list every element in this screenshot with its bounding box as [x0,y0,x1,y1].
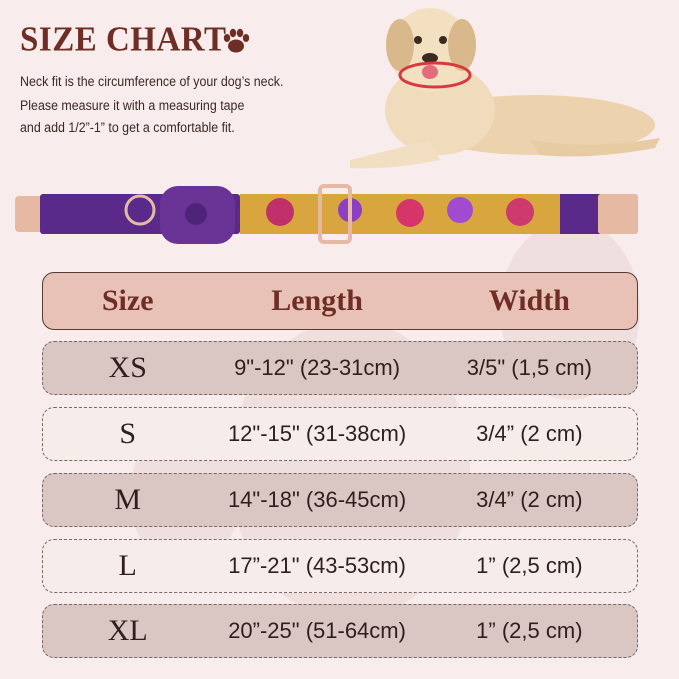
length-cell: 20”-25" (51-64cm) [228,618,406,643]
description-line: and add 1/2”-1” to get a comfortable fit… [20,120,235,135]
width-cell: 1” (2,5 cm) [476,553,583,578]
page-title: SIZE CHART [20,21,227,59]
length-cell: 12"-15" (31-38cm) [227,421,407,446]
description-line: Neck fit is the circumference of your do… [20,74,284,89]
size-cell: L [118,549,137,582]
width-cell: 3/4” (2 cm) [476,487,583,512]
column-header-size: Size [101,284,154,317]
width-cell: 1” (2,5 cm) [476,618,583,643]
size-cell: S [119,417,137,450]
length-cell: 9"-12" (23-31cm) [234,355,401,380]
column-header-length: Length [271,284,363,317]
column-header-width: Width [488,284,570,317]
width-cell: 3/4” (2 cm) [476,421,583,446]
description-line: Please measure it with a measuring tape [20,98,245,113]
table-row: L 17”-21" (43-53cm) 1” (2,5 cm) [42,539,638,593]
size-cell: XS [108,351,147,384]
table-row: M 14"-18" (36-45cm) 3/4” (2 cm) [42,473,638,527]
dog-image [350,8,660,169]
width-cell: 3/5" (1,5 cm) [466,355,592,380]
collar-image [15,184,638,244]
length-cell: 14"-18" (36-45cm) [227,487,407,512]
size-cell: XL [107,614,148,647]
table-row: S 12"-15" (31-38cm) 3/4” (2 cm) [42,407,638,461]
length-cell: 17”-21" (43-53cm) [228,553,406,578]
table-row: XS 9"-12" (23-31cm) 3/5" (1,5 cm) [42,341,638,395]
paw-icon [223,28,250,53]
table-header: Size Length Width [42,272,638,330]
size-cell: M [114,483,142,516]
table-row: XL 20”-25" (51-64cm) 1” (2,5 cm) [42,604,638,658]
